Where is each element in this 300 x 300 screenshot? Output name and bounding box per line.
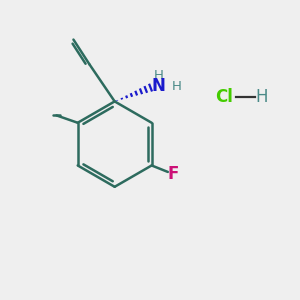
Text: F: F xyxy=(167,165,179,183)
Text: Cl: Cl xyxy=(215,88,232,106)
Text: H: H xyxy=(153,69,163,82)
Text: H: H xyxy=(172,80,182,93)
Text: N: N xyxy=(151,77,165,95)
Text: H: H xyxy=(255,88,268,106)
